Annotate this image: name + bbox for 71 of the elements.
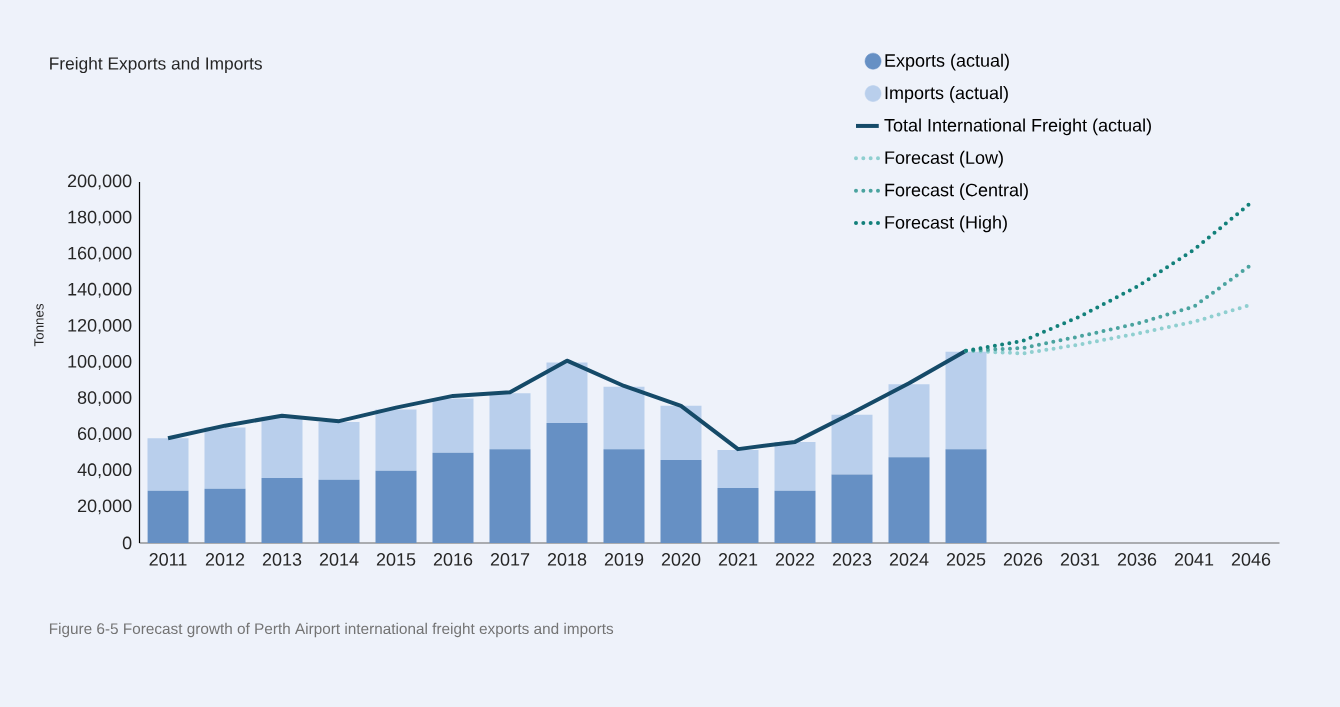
bar <box>489 449 531 543</box>
y-tick-label: 180,000 <box>68 210 132 226</box>
y-tick-label: 140,000 <box>68 282 132 298</box>
x-tick-label: 2021 <box>718 553 758 566</box>
y-tick-label: 20,000 <box>77 499 132 515</box>
x-tick-label: 2041 <box>1174 553 1214 566</box>
y-axis-title: Tonnes <box>34 303 44 347</box>
bar <box>261 478 303 543</box>
legend-label: Forecast (Central) <box>885 183 1028 200</box>
y-tick-label: 200,000 <box>67 174 132 190</box>
legend-label: Total International Freight (actual) <box>884 118 1151 136</box>
x-tick-label: 2025 <box>946 553 986 566</box>
bar <box>717 450 759 488</box>
x-tick-label: 2031 <box>1060 553 1100 566</box>
x-tick-label: 2017 <box>490 553 530 566</box>
bar <box>204 488 246 543</box>
bar <box>261 416 303 479</box>
y-tick-label: 40,000 <box>77 463 132 479</box>
x-tick-label: 2013 <box>262 553 302 566</box>
bar <box>432 452 474 543</box>
y-tick-label: 0 <box>122 536 132 550</box>
bar <box>888 384 930 458</box>
bar <box>945 351 987 450</box>
bar <box>603 386 645 450</box>
x-tick-label: 2024 <box>889 553 929 566</box>
x-tick-label: 2046 <box>1231 553 1271 566</box>
x-tick-label: 2023 <box>832 553 872 566</box>
x-tick-label: 2015 <box>376 553 416 566</box>
bar <box>147 438 189 491</box>
y-tick-label: 80,000 <box>77 391 132 407</box>
x-tick-label: 2036 <box>1117 553 1157 566</box>
bar <box>660 405 702 460</box>
bar <box>204 427 246 489</box>
bar <box>774 490 816 543</box>
x-tick-label: 2011 <box>149 553 187 566</box>
bar <box>375 470 417 543</box>
y-tick-label: 120,000 <box>68 318 132 334</box>
bar <box>375 409 417 471</box>
bar <box>603 449 645 543</box>
bar <box>945 449 987 543</box>
bar <box>546 362 588 423</box>
caption: Figure 6-5 Forecast growth of Perth Airport international freight exports and imports <box>49 622 614 638</box>
x-tick-label: 2014 <box>319 553 359 566</box>
bar <box>774 441 816 491</box>
y-tick-label: 160,000 <box>68 246 132 262</box>
bar <box>318 422 360 480</box>
legend-label: Imports (actual) <box>885 86 1008 103</box>
x-tick-label: 2016 <box>433 553 473 566</box>
bar <box>489 393 531 450</box>
y-tick-label: 100,000 <box>68 355 132 370</box>
x-tick-label: 2022 <box>775 553 815 566</box>
bar <box>546 422 588 543</box>
bar <box>318 479 360 543</box>
x-tick-label: 2019 <box>604 553 644 566</box>
x-tick-label: 2026 <box>1003 553 1043 566</box>
x-tick-label: 2012 <box>205 553 245 566</box>
bar <box>660 459 702 543</box>
bar <box>831 414 873 475</box>
y-tick-label: 60,000 <box>78 427 132 443</box>
x-tick-label: 2018 <box>547 553 587 566</box>
line-series <box>166 348 968 452</box>
legend-label: Forecast (High) <box>885 215 1007 233</box>
legend-label: Forecast (Low) <box>885 150 1003 168</box>
x-tick-label: 2020 <box>661 553 701 566</box>
bar <box>432 398 474 453</box>
bar <box>717 487 759 543</box>
legend-label: Exports (actual) <box>885 53 1009 71</box>
chart-title: Freight Exports and Imports <box>50 56 262 74</box>
bar <box>888 457 930 543</box>
bar <box>147 490 189 543</box>
bar <box>831 474 873 543</box>
